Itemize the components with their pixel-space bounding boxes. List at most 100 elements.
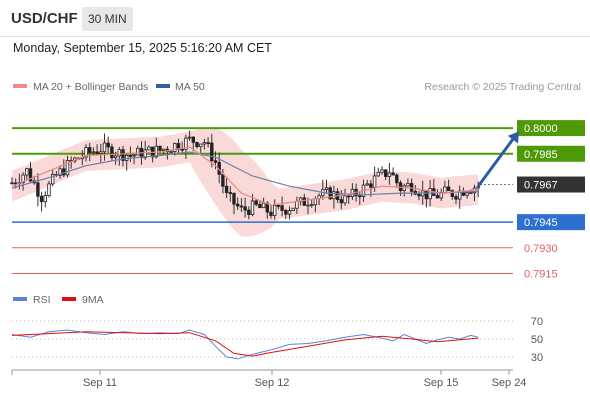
candle [272, 199, 277, 220]
timestamp: Monday, September 15, 2025 5:16:20 AM CE… [13, 41, 272, 55]
price-level-0-8000: 0.8000 [12, 120, 585, 137]
candle [36, 173, 40, 207]
candle [121, 145, 125, 167]
price-level-0-7945: 0.7945 [12, 214, 585, 231]
candle [132, 153, 136, 165]
candle [465, 191, 469, 199]
projection-line [476, 135, 517, 188]
candle [202, 138, 207, 150]
level-label: 0.7915 [524, 268, 558, 280]
candle [261, 197, 266, 209]
candle [65, 155, 70, 178]
candle [198, 143, 203, 153]
rsi-panel: 70 50 30 [11, 316, 543, 364]
candle [387, 162, 392, 185]
candle [435, 189, 440, 199]
candle [102, 133, 107, 161]
candle [210, 133, 214, 168]
candle [91, 147, 96, 156]
symbol-label: USD/CHF [11, 10, 78, 27]
candle [284, 208, 288, 220]
candle [106, 136, 110, 153]
price-level-0-7915: 0.7915 [12, 268, 558, 280]
candle [25, 167, 29, 181]
candle [376, 167, 380, 177]
candle [99, 143, 103, 163]
level-label-box [517, 176, 585, 193]
candle [232, 192, 236, 215]
candle [380, 166, 384, 175]
level-label: 0.7967 [524, 180, 558, 192]
candle [332, 185, 336, 209]
candle [291, 207, 295, 212]
x-axis: Sep 11 Sep 12 Sep 15 Sep 24 [11, 369, 527, 389]
level-label-box [517, 120, 585, 137]
rsi-ma9-line [11, 331, 479, 357]
candle [147, 145, 151, 151]
level-label-box [517, 214, 585, 231]
candle [187, 130, 192, 141]
chart-header: USD/CHF 30 MIN [0, 0, 590, 37]
x-tick-label: Sep 24 [492, 377, 527, 389]
candle [287, 206, 292, 220]
candle [110, 143, 114, 162]
candle [365, 179, 369, 186]
candle [383, 169, 388, 181]
candle [309, 199, 314, 208]
x-tick-label: Sep 11 [83, 377, 117, 389]
ma50-line [11, 151, 479, 196]
legend-swatch-9ma [62, 297, 76, 301]
candle [454, 193, 458, 205]
candle [450, 189, 454, 200]
candle [10, 177, 14, 185]
candle [47, 181, 51, 198]
candle [358, 191, 362, 205]
legend-label-rsi: RSI [33, 294, 51, 306]
legend-swatch-ma20 [13, 84, 27, 88]
legend-label-9ma: 9MA [82, 294, 104, 306]
rsi-tick-label: 30 [531, 352, 543, 364]
candle [43, 191, 47, 208]
rsi-line [11, 329, 479, 360]
candle [228, 186, 232, 202]
candle [395, 173, 399, 188]
candle [269, 204, 273, 219]
candle [224, 176, 229, 199]
candle [195, 141, 199, 149]
candle [258, 201, 262, 209]
candle [280, 196, 284, 217]
x-tick-label: Sep 15 [424, 377, 459, 389]
candle [88, 143, 92, 162]
level-label: 0.8000 [524, 123, 558, 135]
candle [239, 197, 244, 212]
candle [184, 134, 188, 159]
candle [254, 199, 258, 207]
legend-swatch-rsi [13, 297, 27, 301]
rsi-tick-label: 50 [531, 334, 543, 346]
price-level-0-7930: 0.7930 [12, 243, 558, 255]
candle [243, 197, 247, 218]
arrow-head-icon [507, 131, 519, 144]
candle [95, 144, 99, 155]
level-label: 0.7985 [524, 149, 558, 161]
candle [346, 194, 351, 204]
candle [235, 197, 240, 211]
legend-label-ma50: MA 50 [175, 81, 205, 93]
candle [51, 169, 55, 187]
candle [247, 206, 251, 220]
rsi-tick-label: 70 [531, 316, 543, 328]
credit-text: Research © 2025 Trading Central [424, 81, 581, 93]
timeframe-button[interactable]: 30 MIN [82, 7, 133, 31]
projection-arrow [476, 131, 519, 188]
level-label-box [517, 145, 585, 162]
moving-averages [11, 146, 479, 206]
ma20-line [11, 146, 479, 206]
candle [58, 165, 62, 179]
candle [206, 137, 210, 148]
candle [324, 179, 329, 194]
x-tick-label: Sep 12 [255, 377, 290, 389]
candle [406, 178, 410, 187]
price-level-0-7967: 0.7967 [480, 176, 585, 193]
level-label: 0.7945 [524, 217, 558, 229]
